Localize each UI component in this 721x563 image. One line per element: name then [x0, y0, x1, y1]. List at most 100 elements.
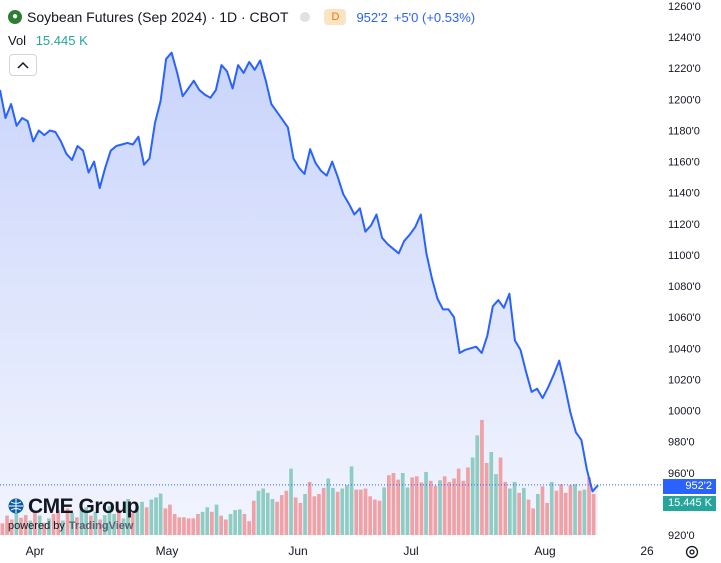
volume-bar	[526, 499, 531, 535]
volume-bar	[563, 492, 568, 535]
volume-bar	[200, 511, 205, 536]
volume-bar	[75, 517, 79, 535]
y-tick-label: 1020'0	[668, 374, 701, 386]
volume-bar	[289, 468, 293, 535]
volume-bar	[577, 490, 582, 535]
y-tick-label: 1100'0	[668, 250, 700, 262]
volume-bar	[9, 519, 14, 535]
volume-bar	[517, 492, 521, 535]
volume-bar	[391, 473, 396, 535]
volume-bar	[587, 477, 591, 535]
volume-bar	[47, 518, 51, 535]
volume-bar	[33, 511, 37, 536]
y-tick-label: 1140'0	[668, 188, 700, 200]
x-tick-label: Jun	[288, 544, 307, 558]
volume-bar	[205, 507, 210, 535]
delayed-badge[interactable]: D	[324, 9, 347, 25]
volume-bar	[191, 518, 196, 535]
price-change: +5'0 (+0.53%)	[393, 9, 476, 25]
volume-bar	[14, 512, 19, 535]
y-tick-label: 1160'0	[668, 157, 700, 169]
volume-bar	[345, 485, 349, 535]
chart-title: Soybean Futures (Sep 2024) · 1D · CBOT	[27, 9, 289, 25]
volume-bar	[256, 490, 261, 535]
volume-value: 15.445 K	[35, 33, 88, 48]
volume-bar	[461, 480, 466, 536]
volume-bar	[512, 481, 517, 535]
x-tick-label: Jul	[403, 544, 418, 558]
volume-bar	[219, 515, 223, 535]
volume-bar	[545, 502, 549, 535]
volume-bar	[140, 501, 144, 535]
volume-bar	[182, 517, 186, 535]
volume-bar	[508, 488, 512, 535]
volume-bar	[428, 480, 433, 536]
volume-bar	[433, 485, 438, 535]
volume-bar	[387, 475, 391, 535]
volume-bar	[549, 481, 554, 535]
volume-bar	[307, 481, 312, 535]
volume-bar	[591, 494, 596, 535]
volume-bar	[135, 506, 140, 535]
volume-bar	[405, 487, 410, 535]
volume-bar	[270, 499, 275, 535]
y-tick-label: 1000'0	[668, 406, 701, 418]
y-tick-label: 1060'0	[668, 312, 701, 324]
volume-bar	[559, 484, 563, 535]
volume-bar	[382, 487, 386, 535]
y-tick-label: 1080'0	[668, 281, 701, 293]
y-tick-label: 1220'0	[668, 63, 701, 75]
volume-bar	[447, 481, 452, 535]
y-tick-label: 1240'0	[668, 32, 701, 44]
volume-label: Vol	[8, 33, 27, 48]
branding-logo[interactable]: CME Group powered by TradingView	[8, 495, 158, 535]
cme-globe-icon	[8, 498, 24, 514]
status-dot-icon	[300, 12, 311, 22]
y-tick-label: 1120'0	[668, 219, 700, 231]
volume-bar	[442, 476, 447, 535]
volume-bar	[98, 519, 102, 535]
volume-bar	[144, 507, 149, 535]
volume-bar	[172, 514, 177, 535]
volume-bar	[228, 514, 233, 535]
volume-bar	[293, 497, 298, 535]
volume-bar	[116, 509, 121, 535]
volume-bar	[265, 492, 270, 535]
volume-bar	[414, 476, 419, 535]
y-tick-label: 920'0	[668, 530, 695, 542]
volume-bar	[275, 501, 279, 535]
volume-bar	[363, 488, 368, 535]
volume-bar	[196, 514, 200, 535]
x-tick-label: Apr	[26, 544, 45, 558]
volume-bar	[540, 486, 545, 535]
gear-icon[interactable]	[684, 544, 700, 560]
volume-bar	[247, 521, 251, 535]
volume-bar	[42, 522, 47, 535]
volume-bar	[163, 508, 168, 535]
volume-bar	[61, 520, 65, 535]
volume-bar	[168, 504, 172, 535]
collapse-legend-button[interactable]	[9, 54, 37, 76]
current-price: 952'2	[356, 9, 388, 25]
volume-bar	[522, 487, 526, 535]
volume-bar	[554, 490, 559, 535]
volume-bar	[312, 496, 317, 536]
volume-bar	[573, 484, 577, 535]
y-tick-label: 1260'0	[668, 1, 701, 13]
volume-bar	[242, 514, 247, 535]
volume-bar	[93, 511, 98, 536]
volume-bar	[19, 517, 23, 535]
volume-bar	[28, 520, 33, 535]
volume-bar	[531, 508, 535, 535]
volume-bar	[79, 510, 84, 535]
volume-bar	[89, 515, 93, 535]
y-tick-label: 980'0	[668, 437, 695, 449]
volume-bar	[126, 499, 130, 535]
volume-bar	[456, 468, 461, 535]
x-tick-label: 26	[640, 544, 654, 558]
volume-bar	[303, 494, 307, 535]
volume-bar	[251, 500, 256, 535]
volume-bar	[214, 504, 219, 535]
volume-bar	[494, 474, 498, 535]
